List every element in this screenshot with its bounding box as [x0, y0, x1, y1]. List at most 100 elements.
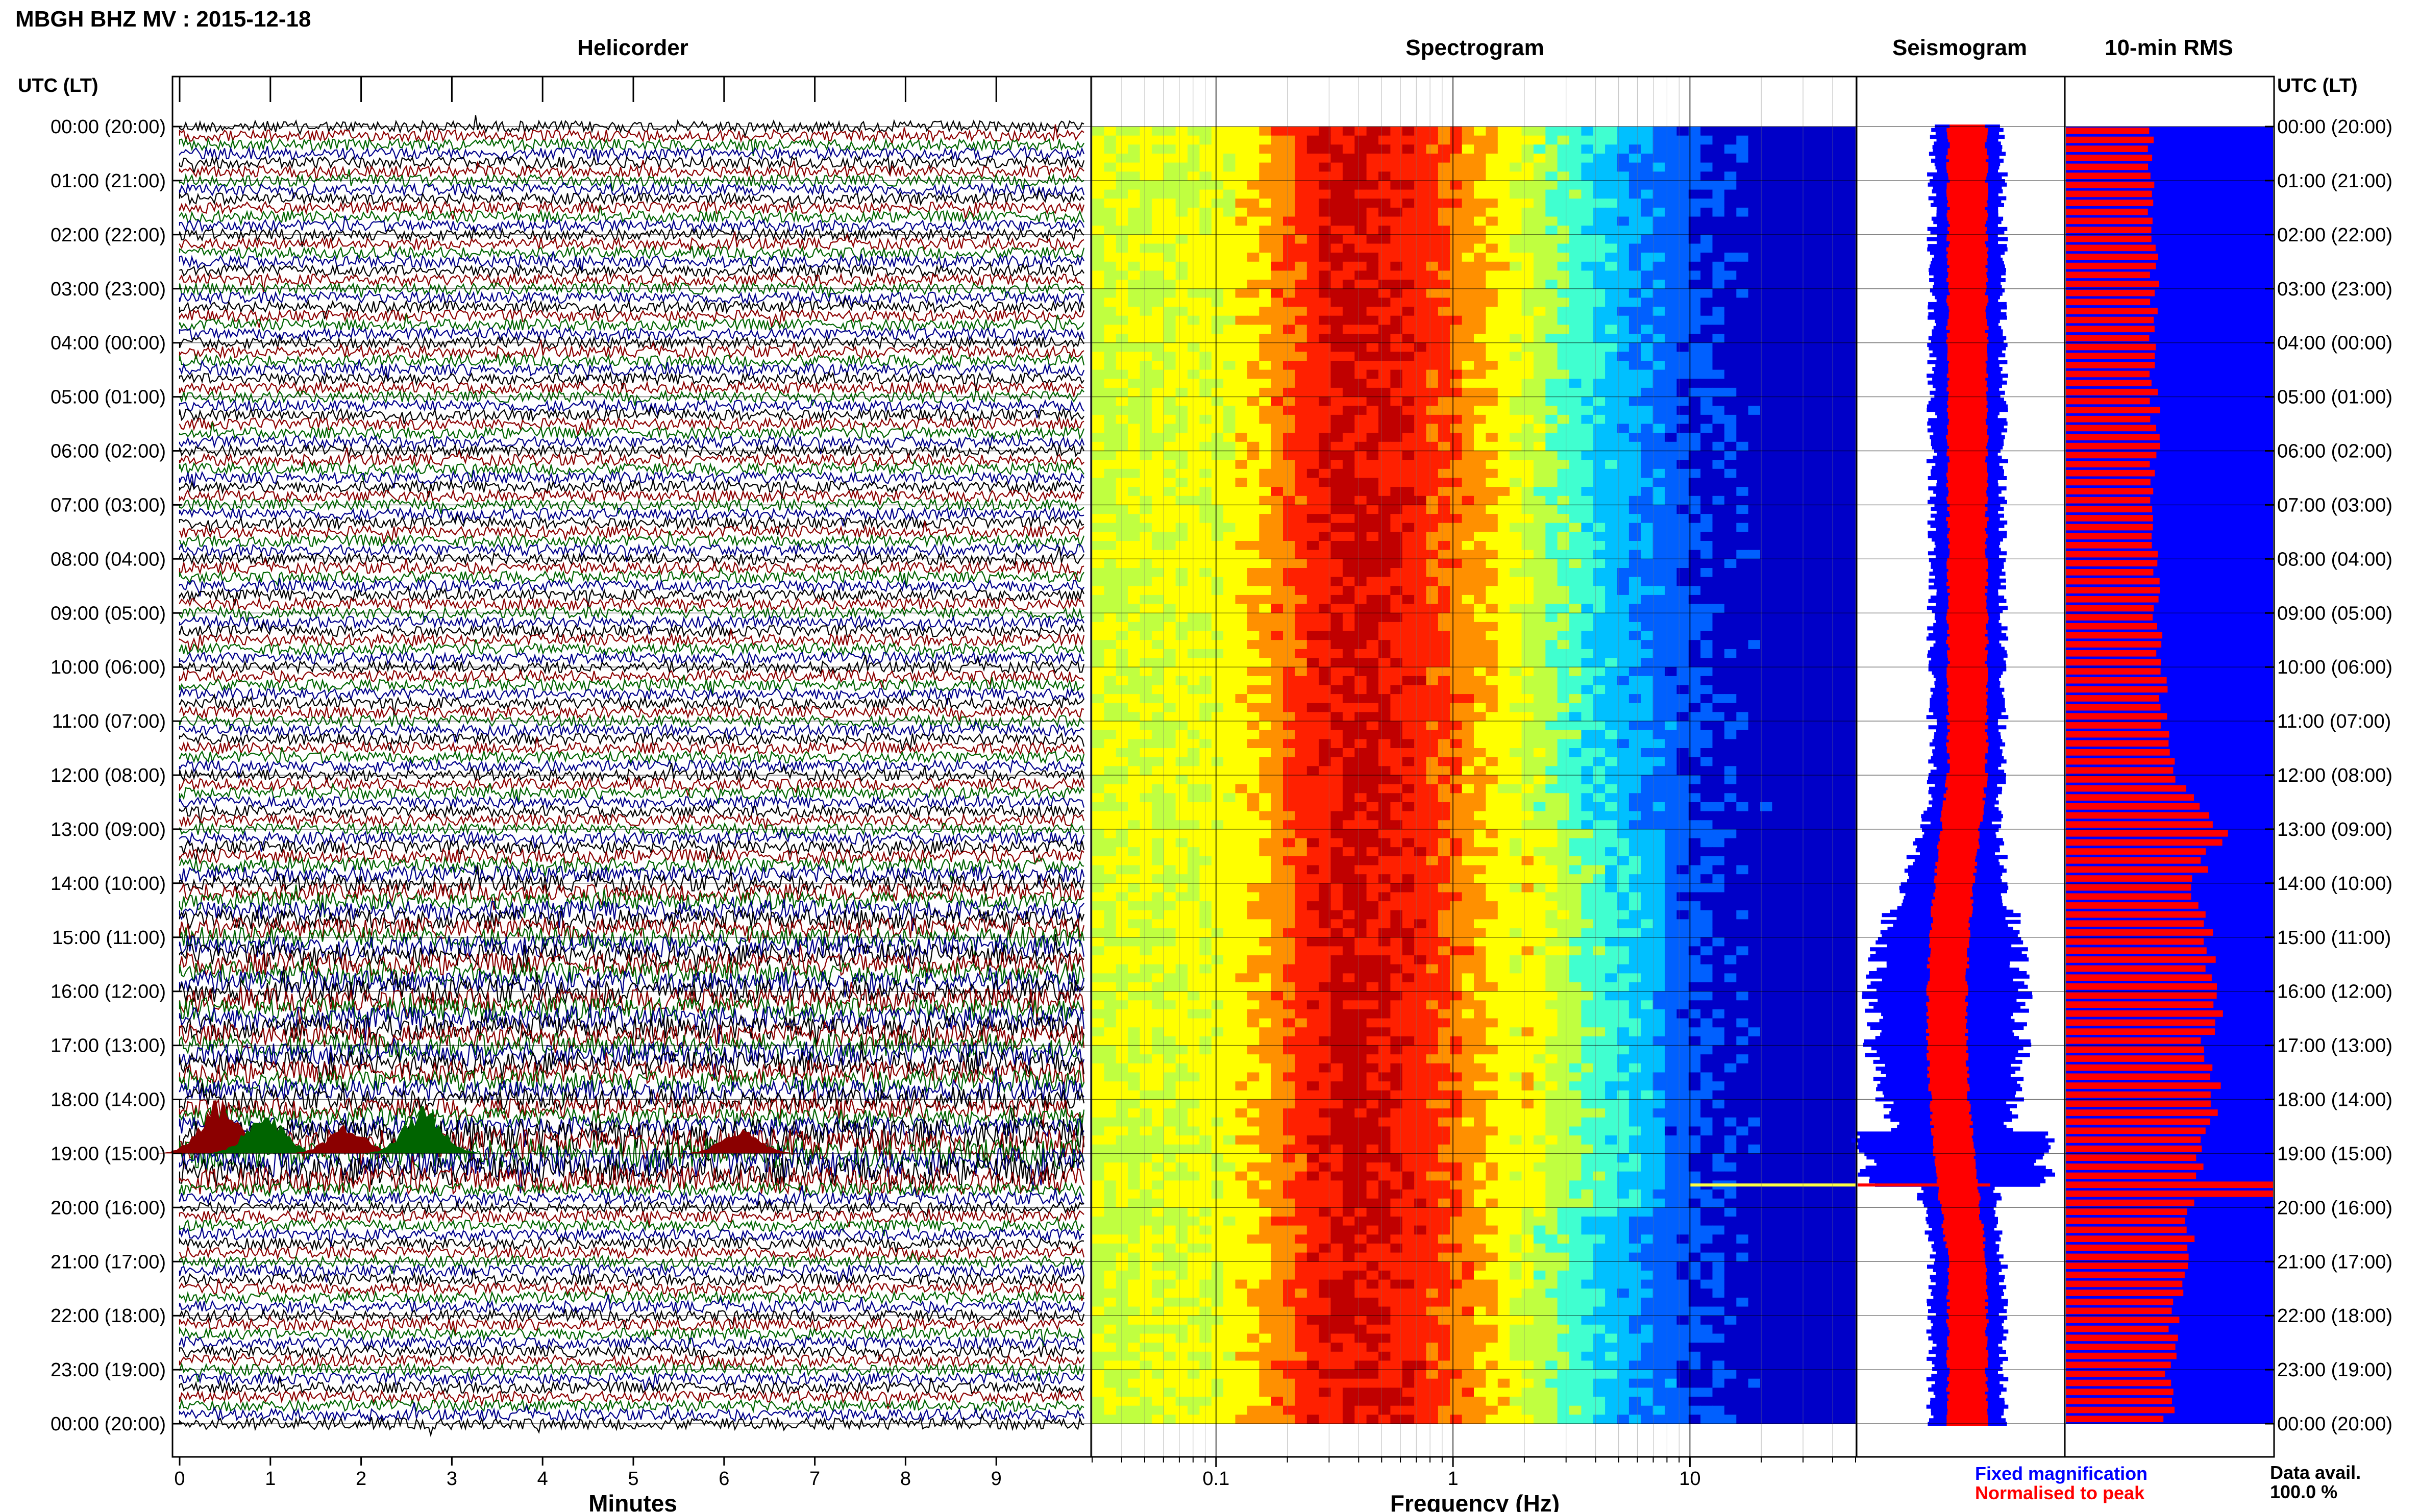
spectrogram-cell — [1665, 325, 1677, 334]
spectrogram-cell — [1188, 514, 1200, 524]
spectrogram-cell — [1247, 180, 1260, 190]
spectrogram-cell — [1665, 369, 1677, 380]
spectrogram-cell — [1652, 712, 1665, 722]
spectrogram-cell — [1438, 127, 1451, 136]
spectrogram-cell — [1414, 559, 1427, 568]
spectrogram-cell — [1378, 334, 1391, 343]
spectrogram-cell — [1295, 550, 1307, 560]
spectrogram-cell — [1271, 154, 1283, 163]
spectrogram-cell — [1521, 171, 1534, 181]
spectrogram-cell — [1712, 541, 1725, 551]
spectrogram-cell — [1402, 189, 1415, 200]
spectrogram-cell — [1462, 369, 1474, 380]
spectrogram-cell — [1211, 334, 1224, 343]
spectrogram-cell — [1199, 793, 1212, 803]
spectrogram-cell — [1628, 478, 1642, 487]
spectrogram-cell — [1295, 505, 1307, 514]
spectrogram-cell — [1259, 568, 1272, 578]
spectrogram-cell — [1295, 532, 1307, 541]
spectrogram-cell — [1748, 460, 1761, 469]
spectrogram-cell — [1151, 171, 1165, 181]
spectrogram-cell — [1438, 180, 1451, 190]
spectrogram-cell — [1784, 703, 1796, 713]
spectrogram-cell — [1390, 334, 1403, 343]
spectrogram-cell — [1557, 253, 1570, 262]
spectrogram-cell — [1641, 334, 1653, 343]
spectrogram-cell — [1760, 631, 1773, 641]
spectrogram-cell — [1748, 468, 1761, 479]
spectrogram-cell — [1772, 406, 1785, 415]
spectrogram-cell — [1402, 748, 1415, 758]
spectrogram-cell — [1378, 288, 1391, 299]
spectrogram-cell — [1665, 685, 1677, 695]
spectrogram-cell — [1295, 361, 1307, 370]
spectrogram-cell — [1688, 559, 1701, 568]
spectrogram-cell — [1426, 586, 1439, 596]
spectrogram-cell — [1426, 396, 1439, 407]
spectrogram-cell — [1688, 640, 1701, 650]
spectrogram-cell — [1426, 541, 1439, 551]
spectrogram-cell — [1628, 180, 1642, 190]
spectrogram-cell — [1796, 775, 1809, 785]
spectrogram-cell — [1617, 748, 1630, 758]
spectrogram-cell — [1235, 523, 1248, 533]
spectrogram-cell — [1688, 379, 1701, 388]
spectrogram-cell — [1605, 352, 1618, 361]
spectrogram-cell — [1569, 649, 1582, 659]
spectrogram-cell — [1676, 180, 1689, 190]
spectrogram-cell — [1665, 171, 1677, 181]
helicorder-trace — [179, 1032, 1085, 1071]
spectrogram-cell — [1641, 207, 1653, 217]
spectrogram-cell — [1402, 396, 1415, 407]
spectrogram-cell — [1700, 766, 1713, 776]
spectrogram-cell — [1211, 325, 1224, 334]
spectrogram-cell — [1545, 135, 1558, 145]
spectrogram-cell — [1235, 541, 1248, 551]
spectrogram-cell — [1843, 144, 1856, 154]
spectrogram-cell — [1700, 532, 1713, 541]
spectrogram-cell — [1581, 550, 1594, 560]
spectrogram-cell — [1688, 451, 1701, 460]
spectrogram-cell — [1819, 757, 1833, 767]
spectrogram-cell — [1438, 424, 1451, 433]
spectrogram-cell — [1665, 658, 1677, 667]
spectrogram-cell — [1843, 171, 1856, 181]
spectrogram-cell — [1319, 748, 1331, 758]
spectrogram-cell — [1486, 495, 1498, 506]
spectrogram-cell — [1712, 495, 1725, 506]
spectrogram-cell — [1354, 144, 1367, 154]
spectrogram-cell — [1593, 594, 1606, 605]
helicorder-trace — [179, 189, 1084, 211]
spectrogram-cell — [1736, 325, 1749, 334]
spectrogram-cell — [1605, 676, 1618, 686]
spectrogram-cell — [1808, 559, 1820, 568]
spectrogram-cell — [1521, 334, 1534, 343]
spectrogram-cell — [1199, 253, 1212, 262]
spectrogram-cell — [1569, 685, 1582, 695]
spectrogram-cell — [1796, 144, 1809, 154]
spectrogram-cell — [1676, 568, 1689, 578]
spectrogram-cell — [1366, 541, 1379, 551]
spectrogram-cell — [1378, 361, 1391, 370]
spectrogram-cell — [1808, 622, 1820, 632]
spectrogram-cell — [1819, 541, 1833, 551]
spectrogram-cell — [1319, 667, 1331, 677]
spectrogram-cell — [1354, 550, 1367, 560]
spectrogram-cell — [1211, 523, 1224, 533]
helicorder-burst — [204, 1117, 327, 1154]
spectrogram-cell — [1151, 154, 1165, 163]
spectrogram-cell — [1593, 739, 1606, 749]
spectrogram-cell — [1175, 766, 1188, 776]
spectrogram-cell — [1497, 468, 1510, 479]
spectrogram-cell — [1259, 730, 1272, 740]
spectrogram-cell — [1533, 234, 1546, 244]
spectrogram-cell — [1366, 631, 1379, 641]
spectrogram-cell — [1772, 307, 1785, 316]
spectrogram-cell — [1104, 748, 1117, 758]
spectrogram-cell — [1223, 379, 1236, 388]
spectrogram-cell — [1414, 396, 1427, 407]
spectrogram-cell — [1486, 162, 1498, 172]
spectrogram-cell — [1688, 199, 1701, 208]
spectrogram-cell — [1819, 243, 1833, 253]
spectrogram-cell — [1581, 369, 1594, 380]
